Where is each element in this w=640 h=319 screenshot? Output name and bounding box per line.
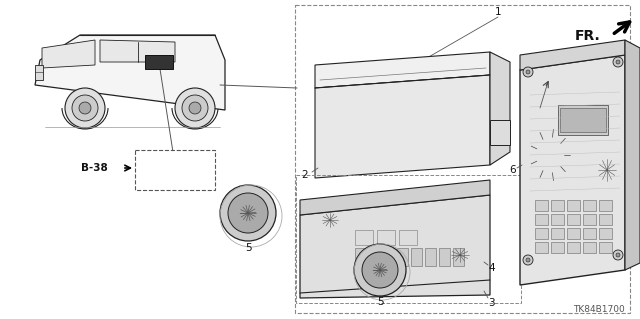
Circle shape — [220, 185, 276, 241]
Ellipse shape — [445, 243, 475, 267]
Bar — [535, 214, 548, 225]
Circle shape — [613, 57, 623, 67]
Bar — [583, 242, 596, 253]
Ellipse shape — [592, 151, 622, 189]
Circle shape — [189, 102, 201, 114]
Ellipse shape — [526, 125, 574, 185]
Bar — [453, 248, 464, 266]
Bar — [567, 214, 580, 225]
Bar — [439, 248, 450, 266]
Circle shape — [354, 244, 406, 296]
Text: 4: 4 — [488, 263, 495, 273]
Bar — [295, 5, 630, 313]
Polygon shape — [520, 55, 625, 285]
Polygon shape — [100, 40, 175, 62]
Bar — [135, 150, 215, 190]
Bar — [599, 242, 612, 253]
Bar — [567, 228, 580, 239]
Polygon shape — [625, 40, 640, 270]
Circle shape — [613, 250, 623, 260]
Circle shape — [362, 252, 398, 288]
Bar — [397, 248, 408, 266]
Bar — [355, 248, 366, 266]
Text: 5: 5 — [377, 297, 383, 307]
Text: FR.: FR. — [574, 29, 600, 43]
Ellipse shape — [431, 88, 479, 148]
Circle shape — [228, 193, 268, 233]
Ellipse shape — [532, 132, 568, 178]
Bar — [583, 200, 596, 211]
Bar — [567, 200, 580, 211]
Text: 6: 6 — [509, 165, 516, 175]
Bar — [377, 230, 395, 245]
Bar — [551, 214, 564, 225]
Bar — [535, 228, 548, 239]
Circle shape — [72, 95, 98, 121]
Ellipse shape — [320, 212, 340, 228]
Bar — [369, 248, 380, 266]
Circle shape — [526, 70, 530, 74]
Bar — [425, 248, 436, 266]
Polygon shape — [315, 52, 490, 88]
Ellipse shape — [596, 156, 618, 184]
Bar — [567, 242, 580, 253]
Circle shape — [616, 60, 620, 64]
Bar — [599, 200, 612, 211]
Bar — [178, 160, 193, 178]
Bar — [383, 248, 394, 266]
Circle shape — [523, 255, 533, 265]
Bar — [535, 200, 548, 211]
Circle shape — [526, 258, 530, 262]
Text: TK84B1700: TK84B1700 — [573, 306, 625, 315]
Bar — [145, 55, 173, 69]
Bar — [535, 242, 548, 253]
Bar — [599, 228, 612, 239]
Polygon shape — [520, 40, 625, 70]
Bar — [411, 248, 422, 266]
Polygon shape — [315, 75, 490, 178]
Bar — [583, 228, 596, 239]
Text: 3: 3 — [488, 298, 495, 308]
Bar — [560, 108, 606, 132]
Bar — [558, 105, 608, 135]
Circle shape — [175, 88, 215, 128]
Bar — [551, 242, 564, 253]
Polygon shape — [300, 180, 490, 215]
Circle shape — [79, 102, 91, 114]
Bar — [296, 175, 521, 303]
Bar — [158, 160, 173, 178]
Ellipse shape — [337, 90, 392, 160]
Bar — [583, 214, 596, 225]
Polygon shape — [490, 52, 510, 165]
Ellipse shape — [344, 97, 386, 153]
Circle shape — [616, 253, 620, 257]
Bar — [35, 65, 43, 80]
Circle shape — [65, 88, 105, 128]
Text: 2: 2 — [301, 170, 308, 180]
Bar — [551, 228, 564, 239]
Bar — [148, 158, 154, 168]
Ellipse shape — [449, 247, 471, 263]
Circle shape — [182, 95, 208, 121]
Ellipse shape — [437, 95, 473, 141]
Bar — [599, 214, 612, 225]
Bar — [200, 158, 206, 168]
Ellipse shape — [316, 209, 344, 231]
Text: B-38: B-38 — [81, 163, 108, 173]
Text: 5: 5 — [244, 243, 252, 253]
Text: 1: 1 — [495, 7, 501, 17]
Bar — [152, 155, 202, 185]
Bar — [551, 200, 564, 211]
Bar — [490, 120, 510, 145]
Bar — [355, 230, 373, 245]
Polygon shape — [35, 35, 225, 110]
Polygon shape — [300, 195, 490, 298]
Circle shape — [523, 67, 533, 77]
Polygon shape — [42, 40, 95, 68]
Bar — [399, 230, 417, 245]
